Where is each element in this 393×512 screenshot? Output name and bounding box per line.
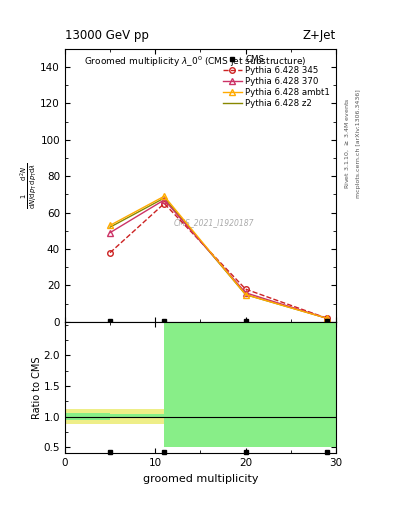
Pythia 6.428 370 (162, 197, 167, 203)
Pythia 6.428 z2 (162, 195, 167, 201)
CMS (162, 318, 167, 324)
CMS (325, 318, 329, 324)
Pythia 6.428 345 (325, 315, 329, 322)
X-axis label: groomed multiplicity: groomed multiplicity (143, 474, 258, 483)
Pythia 6.428 370 (325, 315, 329, 322)
Pythia 6.428 ambt1 (243, 291, 248, 297)
Pythia 6.428 345 (108, 250, 112, 256)
CMS (108, 318, 112, 324)
Pythia 6.428 ambt1 (325, 315, 329, 322)
CMS (243, 318, 248, 324)
Text: Rivet 3.1.10, $\geq$ 3.4M events: Rivet 3.1.10, $\geq$ 3.4M events (344, 98, 351, 189)
Line: Pythia 6.428 370: Pythia 6.428 370 (107, 197, 331, 322)
Text: 13000 GeV pp: 13000 GeV pp (65, 30, 149, 42)
Text: Z+Jet: Z+Jet (303, 30, 336, 42)
Pythia 6.428 ambt1 (162, 193, 167, 199)
Pythia 6.428 z2 (108, 224, 112, 230)
Legend: CMS, Pythia 6.428 345, Pythia 6.428 370, Pythia 6.428 ambt1, Pythia 6.428 z2: CMS, Pythia 6.428 345, Pythia 6.428 370,… (221, 53, 332, 110)
Line: Pythia 6.428 z2: Pythia 6.428 z2 (110, 198, 327, 318)
Pythia 6.428 345 (243, 286, 248, 292)
Pythia 6.428 370 (108, 229, 112, 236)
Pythia 6.428 345 (162, 200, 167, 206)
Pythia 6.428 370 (243, 290, 248, 296)
Line: Pythia 6.428 ambt1: Pythia 6.428 ambt1 (107, 193, 331, 322)
Y-axis label: Ratio to CMS: Ratio to CMS (32, 356, 42, 419)
Pythia 6.428 z2 (243, 291, 248, 297)
Pythia 6.428 ambt1 (108, 222, 112, 228)
Line: CMS: CMS (108, 319, 329, 323)
Text: CMS_2021_I1920187: CMS_2021_I1920187 (173, 218, 254, 227)
Text: Groomed multiplicity $\lambda\_0^0$ (CMS jet substructure): Groomed multiplicity $\lambda\_0^0$ (CMS… (84, 54, 307, 69)
Line: Pythia 6.428 345: Pythia 6.428 345 (107, 201, 330, 321)
Y-axis label: $\frac{1}{\mathrm{d}N/\mathrm{d}p_{\mathrm{T}}}\frac{\mathrm{d}^{2}N}{\mathrm{d}: $\frac{1}{\mathrm{d}N/\mathrm{d}p_{\math… (18, 162, 39, 209)
Pythia 6.428 z2 (325, 315, 329, 322)
Text: mcplots.cern.ch [arXiv:1306.3436]: mcplots.cern.ch [arXiv:1306.3436] (356, 89, 361, 198)
